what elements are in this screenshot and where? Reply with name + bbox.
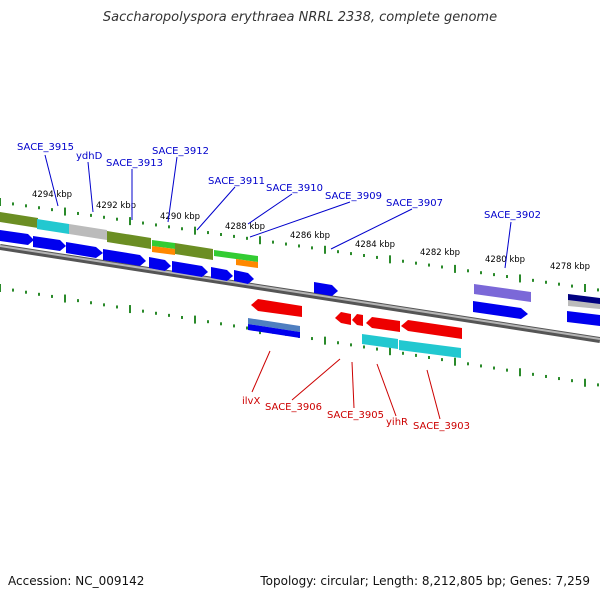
feature-cog-navy[interactable] — [568, 294, 600, 305]
cds-arrow[interactable] — [567, 311, 600, 326]
scale-label: 4294 kbp — [32, 190, 72, 200]
cds-arrow[interactable] — [473, 301, 528, 319]
reverse-gene-labels: ilvX SACE_3906 SACE_3905 yihR SACE_3903 — [242, 396, 470, 432]
forward-leaders — [44, 154, 512, 269]
gene-label-ilvx[interactable]: ilvX — [242, 396, 260, 407]
genome-summary-text: Topology: circular; Length: 8,212,805 bp… — [260, 574, 590, 588]
gene-label-sace-3907[interactable]: SACE_3907 — [386, 198, 443, 209]
cds-arrow[interactable] — [103, 249, 146, 266]
gene-label-ydhd[interactable]: ydhD — [76, 151, 103, 162]
forward-gene-labels: SACE_3915 ydhD SACE_3913 SACE_3912 SACE_… — [17, 142, 541, 221]
feature-cog-cyan-2[interactable] — [362, 334, 398, 349]
cds-arrow[interactable] — [0, 230, 34, 245]
feature-cog-orange[interactable] — [152, 246, 175, 255]
map-title: Saccharopolyspora erythraea NRRL 2338, c… — [102, 10, 498, 25]
forward-features — [0, 212, 600, 309]
gene-label-sace-3912[interactable]: SACE_3912 — [152, 146, 209, 157]
reverse-features — [248, 318, 461, 358]
feature-cog-orange-2[interactable] — [236, 259, 258, 268]
cds-arrow[interactable] — [66, 242, 103, 258]
feature-cog-blue[interactable] — [248, 324, 300, 338]
gene-label-sace-3913[interactable]: SACE_3913 — [106, 158, 163, 169]
cds-arrow[interactable] — [314, 282, 338, 296]
accession-text: Accession: NC_009142 — [8, 574, 145, 588]
feature-cog-olive-2[interactable] — [107, 231, 151, 249]
forward-cds — [0, 230, 600, 326]
scale-labels: 4294 kbp 4292 kbp 4290 kbp 4288 kbp 4286… — [32, 190, 590, 272]
scale-label: 4292 kbp — [96, 201, 136, 211]
feature-cog-gray[interactable] — [69, 224, 107, 240]
scale-label: 4286 kbp — [290, 231, 330, 241]
cds-arrow-reverse[interactable] — [401, 320, 462, 339]
genome-backbone — [0, 244, 600, 343]
scale-label: 4290 kbp — [160, 212, 200, 222]
gene-label-sace-3915[interactable]: SACE_3915 — [17, 142, 74, 153]
gene-label-sace-3905[interactable]: SACE_3905 — [327, 410, 384, 421]
feature-cog-purple[interactable] — [474, 284, 531, 302]
feature-cog-olive-3[interactable] — [175, 243, 213, 260]
gene-label-yihr[interactable]: yihR — [386, 417, 408, 428]
cds-arrow[interactable] — [33, 236, 66, 251]
outer-tick-ring — [0, 198, 599, 292]
reverse-leaders — [251, 350, 441, 420]
feature-cog-cyan-3[interactable] — [399, 340, 461, 358]
scale-label: 4280 kbp — [485, 255, 525, 265]
gene-label-sace-3906[interactable]: SACE_3906 — [265, 402, 322, 413]
scale-label: 4288 kbp — [225, 222, 265, 232]
feature-cog-steelblue[interactable] — [248, 318, 300, 332]
feature-cog-cyan[interactable] — [37, 219, 69, 234]
cds-arrow[interactable] — [234, 270, 254, 284]
cds-arrow-reverse[interactable] — [251, 299, 302, 317]
gene-label-sace-3910[interactable]: SACE_3910 — [266, 183, 323, 194]
scale-label: 4278 kbp — [550, 262, 590, 272]
cds-arrow-reverse[interactable] — [352, 314, 363, 326]
scale-label: 4284 kbp — [355, 240, 395, 250]
feature-cog-green-2[interactable] — [214, 250, 258, 262]
scale-label: 4282 kbp — [420, 248, 460, 258]
feature-cog-gray-2[interactable] — [568, 300, 600, 309]
cds-arrow-reverse[interactable] — [366, 317, 400, 332]
cds-arrow-reverse[interactable] — [335, 312, 351, 325]
cds-arrow[interactable] — [149, 257, 171, 271]
gene-label-sace-3911[interactable]: SACE_3911 — [208, 176, 265, 187]
feature-cog-olive[interactable] — [0, 212, 38, 228]
gene-label-sace-3909[interactable]: SACE_3909 — [325, 191, 382, 202]
gene-label-sace-3902[interactable]: SACE_3902 — [484, 210, 541, 221]
gene-label-sace-3903[interactable]: SACE_3903 — [413, 421, 470, 432]
cds-arrow[interactable] — [172, 261, 208, 277]
reverse-cds — [251, 299, 462, 339]
cds-arrow[interactable] — [211, 267, 233, 281]
